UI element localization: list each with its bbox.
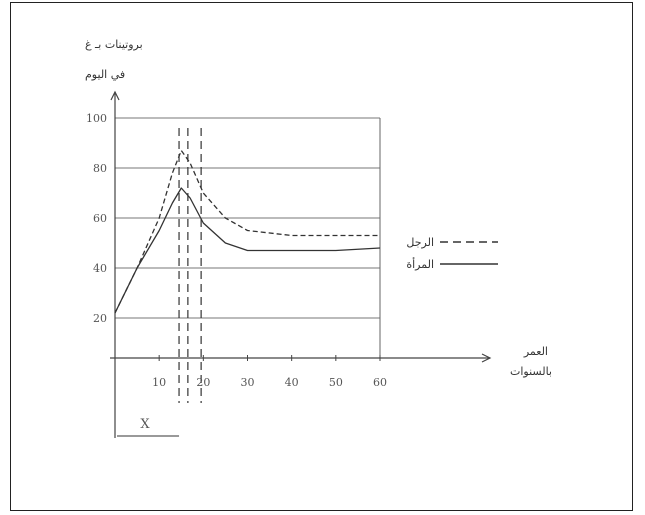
y-tick-label: 80 <box>93 162 107 175</box>
y-tick-label: 40 <box>93 262 107 275</box>
grid <box>115 117 381 358</box>
x-tick-label: 10 <box>152 376 166 389</box>
legend-label: المرأة <box>406 257 434 271</box>
x-axis-label-line1: العمر <box>523 345 548 358</box>
x-axis-arrow <box>481 353 492 363</box>
y-tick-label: 20 <box>93 312 107 325</box>
figure-frame <box>10 2 633 511</box>
series <box>114 128 498 403</box>
y-tick-label: 100 <box>86 112 107 125</box>
series-line-woman <box>114 187 381 314</box>
x-tick-label: 20 <box>196 376 210 389</box>
x-tick-label: 40 <box>285 376 299 389</box>
x-tick-label: 60 <box>373 376 387 389</box>
x-tick-label: 30 <box>241 376 255 389</box>
x-tick-label: 50 <box>329 376 343 389</box>
x-axis-label-line2: بالسنوات <box>510 365 552 378</box>
series-line-man <box>114 149 380 314</box>
y-tick-label: 60 <box>93 212 107 225</box>
x-marker-label: X <box>140 417 150 432</box>
y-axis-arrow <box>110 90 120 101</box>
axes <box>110 90 492 438</box>
y-axis-label-line2: في اليوم <box>85 68 125 81</box>
legend-label: الرجل <box>406 236 434 249</box>
labels: بروتينات بـ غ في اليوم العمر بالسنوات X … <box>85 38 552 432</box>
y-axis-label-line1: بروتينات بـ غ <box>85 38 143 51</box>
